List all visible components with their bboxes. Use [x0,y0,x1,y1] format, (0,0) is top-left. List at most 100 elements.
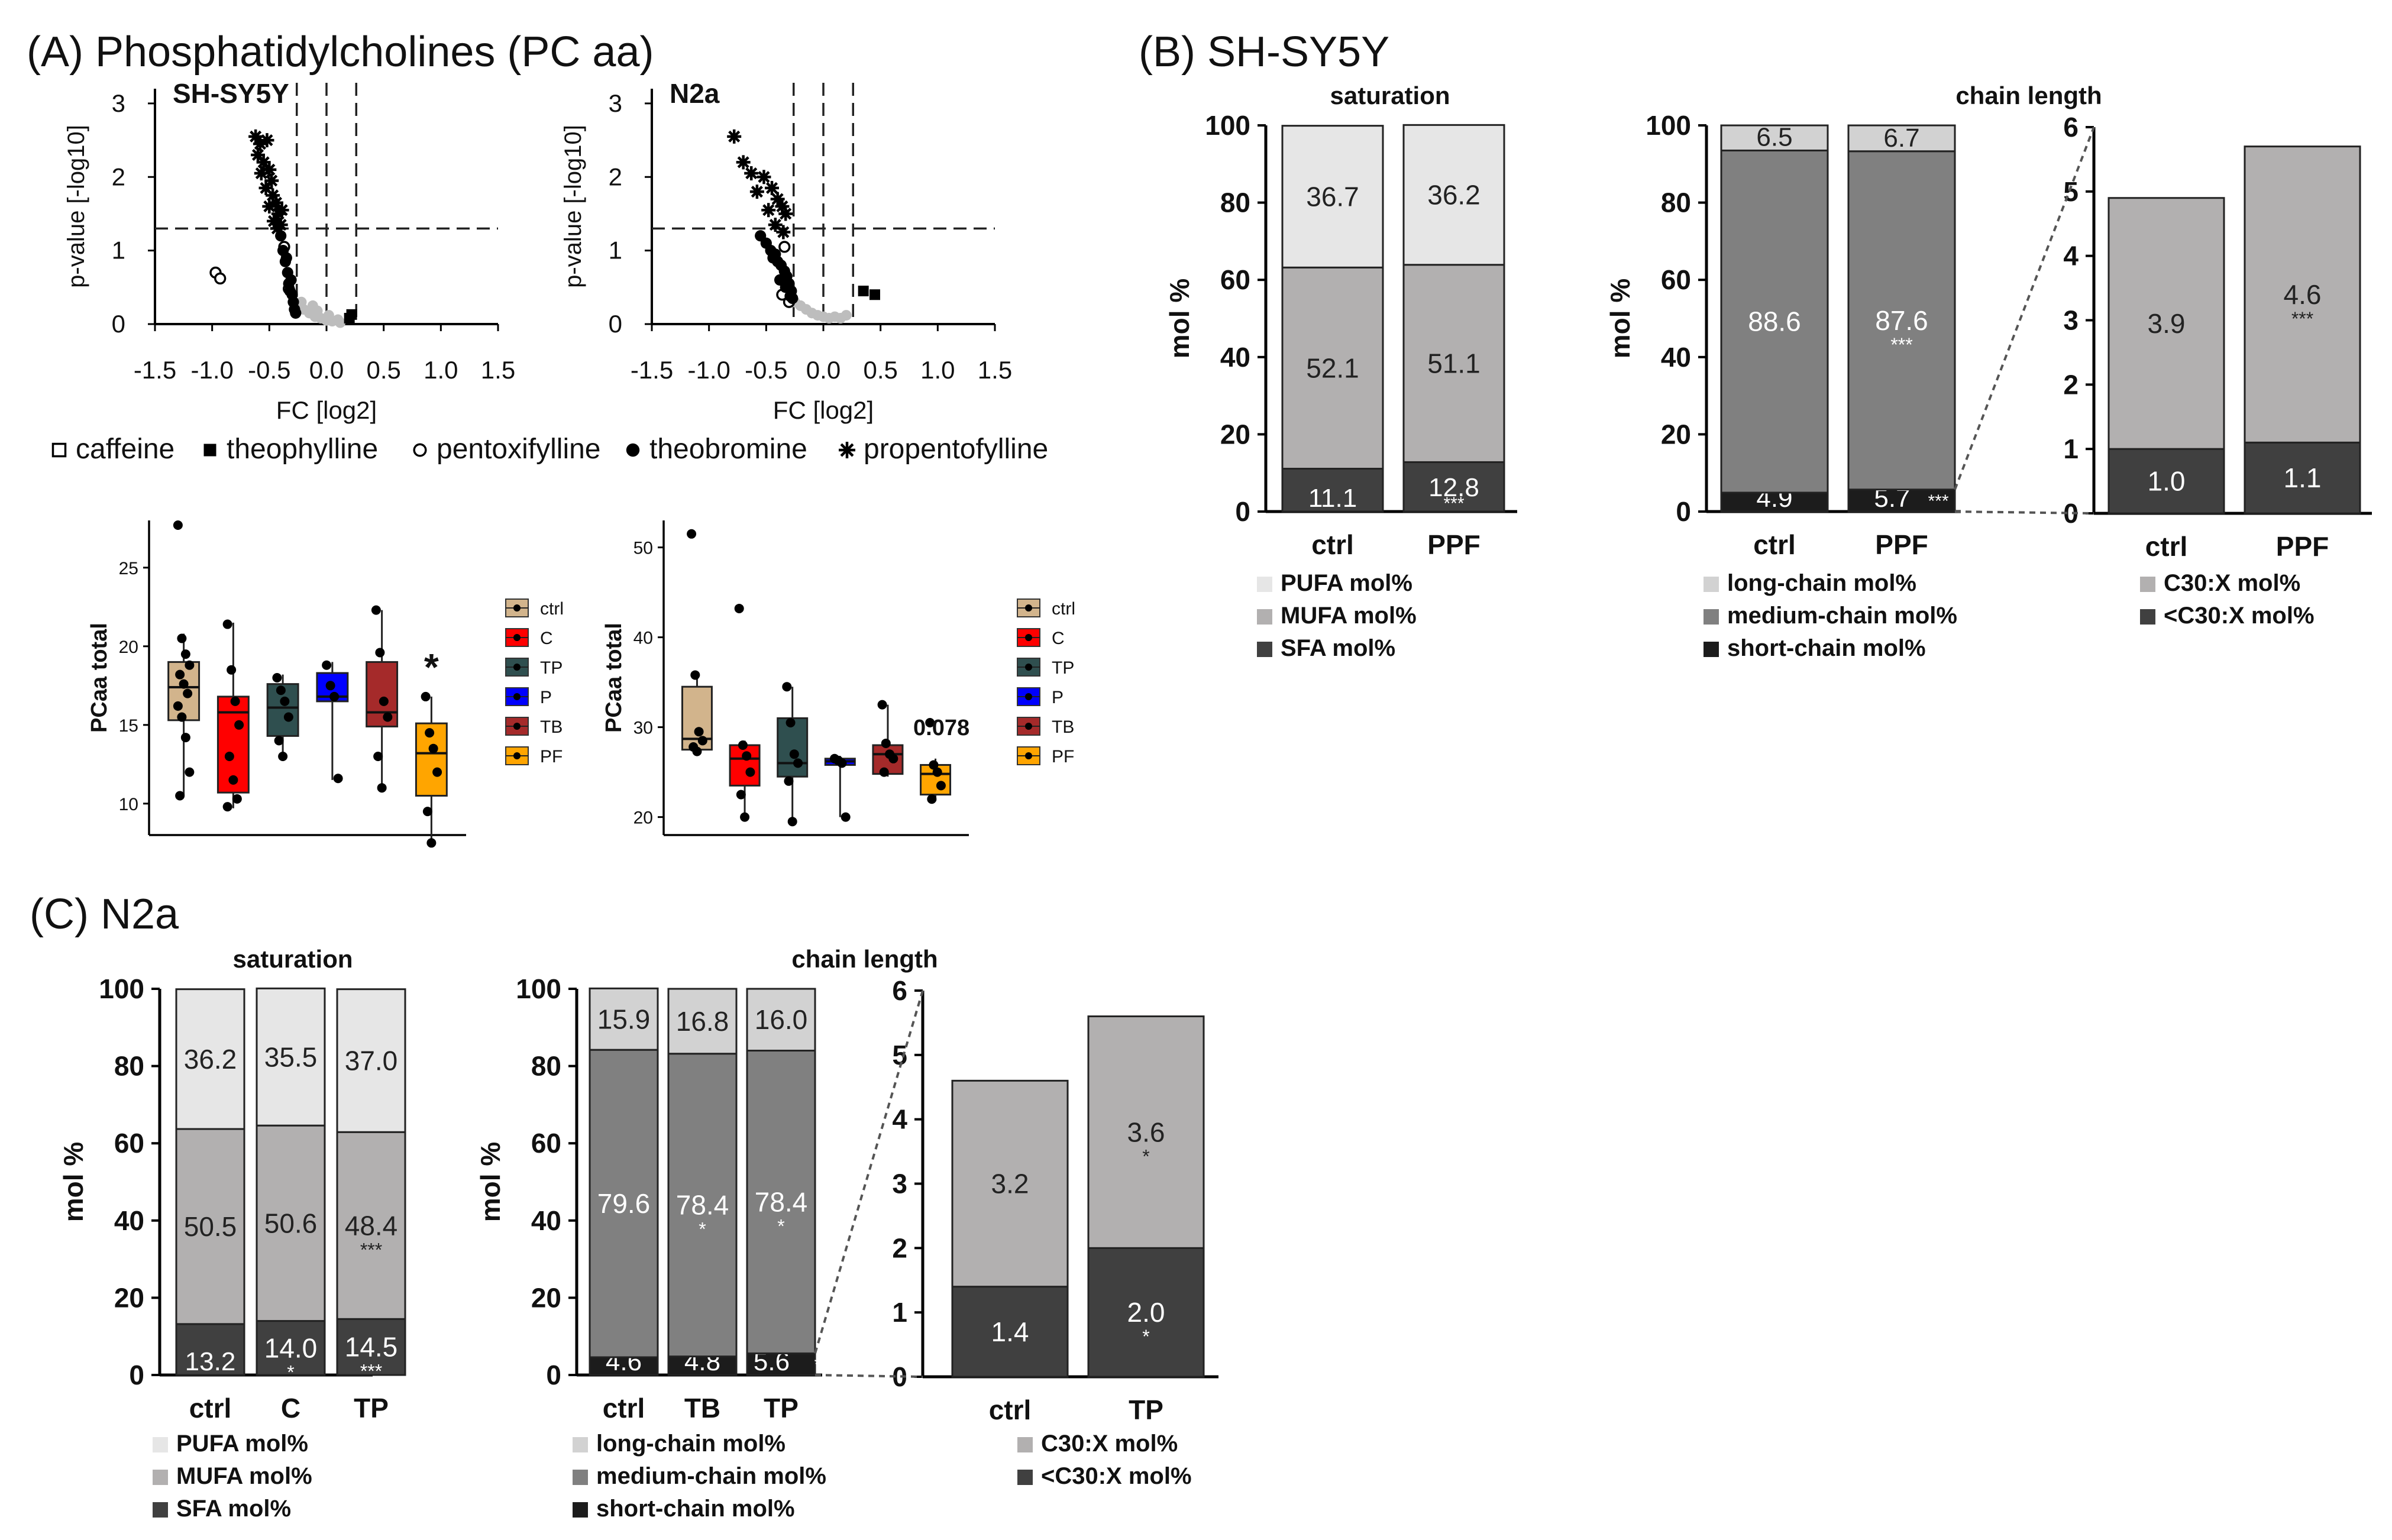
bar-segment-lt_c30-PPF [2244,441,2361,515]
volcano-x-tick-label: 0.0 [309,356,344,384]
box-point-TP [787,817,797,827]
bar-y-tick-label: 80 [1661,187,1691,218]
volcano-y-tick-label: 1 [112,237,125,264]
bar-y-tick-label: 20 [114,1282,144,1313]
bar-y-tick-label: 4 [892,1104,907,1135]
box-point-PF [425,728,435,738]
volcano-point-propentofylline-stroke [762,204,775,216]
box-legend-label-ctrl: ctrl [540,599,564,619]
box-point-C [740,812,750,822]
bar-legend: PUFA mol% MUFA mol% SFA mol% [1257,570,1417,661]
volcano-point-propentofylline [270,221,285,236]
bar-y-tick-label: 100 [1646,110,1691,141]
bar-value-label: 87.6 [1875,305,1928,336]
bar-category-label-ctrl: ctrl [2145,531,2188,562]
box-legend-label-ctrl: ctrl [1052,599,1075,619]
volcano-y-tick-label: 0 [609,310,622,338]
bar-legend-label-pufa: PUFA mol% [1281,570,1412,596]
box-point-P [333,774,343,784]
bar-category-label-PPF: PPF [1427,529,1480,560]
bar-legend-swatch-sfa [1257,642,1272,657]
volcano-x-tick-label: 1.0 [920,356,955,384]
box-legend-label-C: C [540,629,553,648]
bar-value-label: 50.6 [264,1208,318,1238]
box-point-ctrl [183,688,193,698]
box-legend-swatch-dot [1025,723,1032,730]
bar-segment-sfa-C [256,1320,326,1376]
volcano-point-propentofylline-stroke [260,182,272,194]
volcano-point-propentofylline [778,206,793,221]
volcano-point-propentofylline-stroke [263,200,276,213]
box-point-C [738,740,748,750]
box-point-TB [379,696,389,706]
box-point-ctrl [697,736,707,746]
bar-category-label-ctrl: ctrl [989,1395,1032,1425]
bar-value-label: 16.8 [676,1006,729,1037]
box-point-PF [422,807,432,817]
box-y-tick-label: 15 [119,716,138,736]
bar-segment-long-ctrl [589,987,659,1051]
volcano-point-propentofylline [744,166,759,181]
box-C [729,744,761,787]
bar-y-tick-label: 2 [2063,369,2079,400]
volcano-point-theophylline [869,289,880,300]
box-TP [777,717,809,778]
bar-value-label: 78.4 [676,1190,729,1221]
bar-value-label: 1.4 [991,1316,1029,1347]
bar-legend-label-lt_c30: <C30:X mol% [1041,1463,1192,1489]
box-legend: ctrl C TP P TB PF [1017,598,1075,766]
volcano-legend-marker-caffeine [51,442,67,458]
box-legend-label-TP: TP [540,658,563,678]
box-point-TP [283,712,293,722]
bar-value-label: 52.1 [1306,352,1359,383]
volcano-point-propentofylline-stroke [765,182,778,194]
box-point-ctrl [694,727,704,737]
volcano-point-theobromine [285,274,297,286]
bar-y-tick-label: 3 [892,1169,907,1199]
box-point-ctrl [185,660,195,670]
box-point-C [222,619,232,629]
zoom-line-bottom [1954,510,2094,515]
box-point-C [232,794,242,804]
bar-value-label: 88.6 [1748,306,1801,337]
volcano-x-tick-label: -1.0 [687,356,730,384]
volcano-legend: caffeine theophylline pentoxifylline theobr… [51,433,1048,465]
box-point-TP [784,776,794,786]
bar-y-tick-label: 1 [2063,433,2079,464]
box-point-P [837,758,847,768]
volcano-y-tick-label: 0 [112,310,125,338]
box-point-PF [932,767,942,777]
volcano-y-tick-label: 3 [112,89,125,117]
box-legend-label-TB: TB [1052,717,1074,737]
volcano-point-not-significant [312,305,323,316]
bar-segment-short-TB [667,1355,738,1376]
box-legend-label-C: C [1052,629,1065,648]
bar-y-tick-label: 60 [531,1128,561,1159]
box-point-ctrl [692,746,702,756]
volcano-point-propentofylline [757,170,771,185]
volcano-y-tick-label: 2 [112,163,125,190]
volcano-x-tick-label: 1.5 [481,356,515,384]
box-point-PF [421,691,431,701]
bar-sig-label: * [287,1361,294,1383]
volcano-x-tick-label: 0.0 [806,356,841,384]
box-point-P [325,681,335,691]
bar-legend-label-medium: medium-chain mol% [1727,603,1957,629]
volcano-point-propentofylline-stroke [780,208,792,220]
volcano-x-tick-label: -1.5 [631,356,673,384]
volcano-legend-label-theophylline: theophylline [227,433,378,465]
box-point-TB [888,753,898,763]
volcano-legend-label-caffeine: caffeine [76,433,174,465]
volcano-sh-sy5y: 0 1 2 3 -1.5 -1.0 -0.5 0.0 0.5 1.0 1.5 SH-SY5Y FC [l… [63,78,515,424]
box-point-C [228,775,238,785]
bar-value-label: 4.6 [2284,279,2322,310]
bar-value-label: 6.5 [1756,122,1792,151]
bar-segment-pufa-PPF [1402,124,1505,266]
bar-y-tick-label: 0 [1235,496,1250,527]
box-point-C [234,720,244,730]
bar-value-label: 51.1 [1427,348,1481,379]
bar-segment-mufa-ctrl [175,1128,245,1325]
volcano-point-propentofylline-stroke [267,189,279,202]
bar-legend-label-pufa: PUFA mol% [176,1431,308,1457]
zoom-connector [814,990,924,1378]
